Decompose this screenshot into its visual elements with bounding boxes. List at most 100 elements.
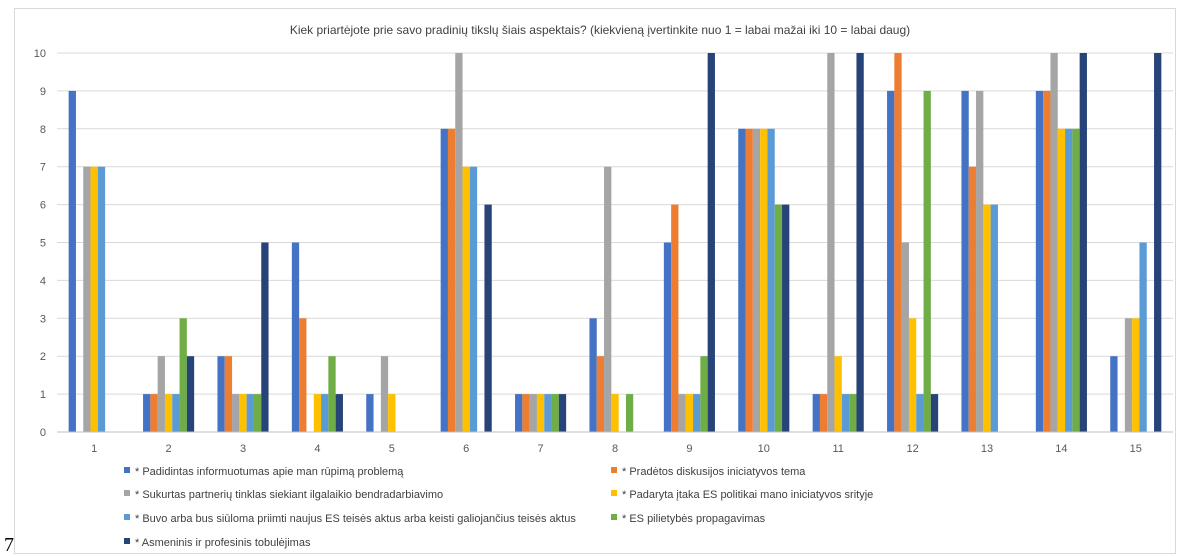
y-tick-label: 9 <box>40 86 46 98</box>
legend-swatch <box>124 514 130 520</box>
bar <box>902 243 909 433</box>
x-tick-label: 12 <box>906 443 918 455</box>
gridlines <box>57 53 1173 394</box>
bar <box>388 394 395 432</box>
legend-label: * Asmeninis ir profesinis tobulėjimas <box>135 537 311 549</box>
bar <box>1154 53 1161 432</box>
bar <box>83 167 90 432</box>
bar <box>1065 129 1072 432</box>
bar <box>515 394 522 432</box>
y-tick-label: 0 <box>40 427 46 439</box>
bar <box>247 394 254 432</box>
bar <box>448 129 455 432</box>
bar <box>760 129 767 432</box>
bar <box>366 394 373 432</box>
bar <box>753 129 760 432</box>
bar <box>693 394 700 432</box>
legend-swatch <box>124 467 130 473</box>
bar <box>924 91 931 432</box>
bar <box>1050 53 1057 432</box>
bar <box>842 394 849 432</box>
bar <box>1110 356 1117 432</box>
bar <box>1139 243 1146 433</box>
bar <box>856 53 863 432</box>
bar <box>321 394 328 432</box>
x-tick-label: 8 <box>612 443 618 455</box>
bar <box>299 318 306 432</box>
x-tick-label: 11 <box>832 443 843 455</box>
bar <box>686 394 693 432</box>
x-tick-label: 4 <box>314 443 320 455</box>
bar <box>180 318 187 432</box>
bar <box>522 394 529 432</box>
bar <box>1080 53 1087 432</box>
x-tick-label: 9 <box>686 443 692 455</box>
bar <box>782 205 789 432</box>
bar <box>158 356 165 432</box>
bar <box>746 129 753 432</box>
x-tick-label: 6 <box>463 443 469 455</box>
bar <box>626 394 633 432</box>
bar <box>1043 91 1050 432</box>
legend: * Padidintas informuotumas apie man rūpi… <box>124 466 873 549</box>
x-tick-label: 15 <box>1130 443 1142 455</box>
bar <box>217 356 224 432</box>
bar <box>604 167 611 432</box>
bar <box>328 356 335 432</box>
y-axis-ticks: 0 1 2 3 4 5 6 7 8 9 10 <box>34 48 46 439</box>
bar <box>813 394 820 432</box>
bar <box>909 318 916 432</box>
bar <box>894 53 901 432</box>
bar <box>976 91 983 432</box>
bar <box>150 394 157 432</box>
y-tick-label: 3 <box>40 313 46 325</box>
bar <box>470 167 477 432</box>
legend-label: * Sukurtas partnerių tinklas siekiant il… <box>135 489 443 501</box>
legend-swatch <box>611 514 617 520</box>
bar <box>767 129 774 432</box>
bar <box>983 205 990 432</box>
bar <box>835 356 842 432</box>
bar <box>991 205 998 432</box>
page-number: 7 <box>4 534 14 557</box>
bar <box>678 394 685 432</box>
bar <box>1058 129 1065 432</box>
x-tick-label: 7 <box>538 443 544 455</box>
bar <box>292 243 299 433</box>
bar <box>484 205 491 432</box>
bar <box>239 394 246 432</box>
bar <box>827 53 834 432</box>
y-tick-label: 8 <box>40 124 46 136</box>
bar <box>537 394 544 432</box>
bar <box>820 394 827 432</box>
bar <box>530 394 537 432</box>
x-tick-label: 2 <box>166 443 172 455</box>
bar <box>261 243 268 433</box>
bar <box>187 356 194 432</box>
legend-swatch <box>124 538 130 544</box>
bar <box>1125 318 1132 432</box>
bar <box>69 91 76 432</box>
bar <box>1132 318 1139 432</box>
bar <box>1072 129 1079 432</box>
bar <box>775 205 782 432</box>
x-tick-label: 5 <box>389 443 395 455</box>
y-tick-label: 5 <box>40 238 46 250</box>
legend-label: * Padaryta įtaka ES politikai mano inici… <box>622 489 873 501</box>
y-tick-label: 7 <box>40 162 46 174</box>
x-axis-ticks: 1 2 3 4 5 6 7 8 9 10 11 12 13 14 15 <box>91 443 1142 455</box>
bar <box>708 53 715 432</box>
bar <box>463 167 470 432</box>
y-tick-label: 10 <box>34 48 46 60</box>
y-tick-label: 2 <box>40 351 46 363</box>
bar <box>314 394 321 432</box>
bar <box>589 318 596 432</box>
bar <box>225 356 232 432</box>
bar <box>552 394 559 432</box>
x-tick-label: 1 <box>91 443 97 455</box>
y-tick-label: 4 <box>40 275 46 287</box>
y-tick-label: 6 <box>40 200 46 212</box>
legend-swatch <box>611 467 617 473</box>
bar <box>381 356 388 432</box>
bar <box>232 394 239 432</box>
